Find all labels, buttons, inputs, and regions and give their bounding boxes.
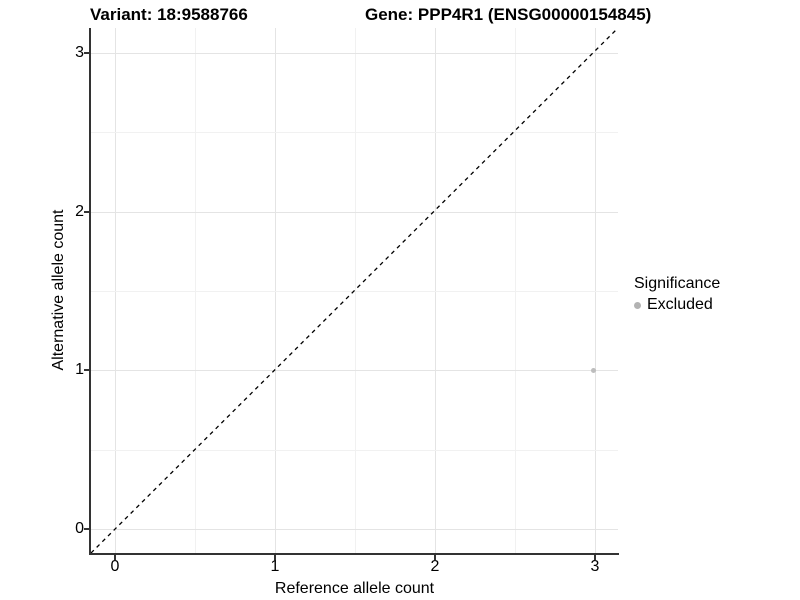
x-tick-label: 3 [590,558,600,575]
x-tick-label: 1 [270,558,280,575]
y-axis-title: Alternative allele count [50,209,67,371]
gridline-minor-horizontal [91,132,618,133]
plot-title-gene: Gene: PPP4R1 (ENSG00000154845) [365,5,652,24]
plot-title-variant: Variant: 18:9588766 [90,5,248,24]
gridline-major-vertical [595,28,596,553]
gridline-major-horizontal [91,529,618,530]
y-tick-mark [84,369,89,371]
gridline-major-horizontal [91,212,618,213]
x-tick-mark [274,555,276,560]
x-axis-line [89,553,619,555]
legend-entry-excluded: Excluded [634,296,720,314]
legend-point-icon [634,301,641,309]
y-tick-label: 0 [75,520,84,537]
x-tick-label: 2 [430,558,440,575]
gridline-major-vertical [435,28,436,553]
data-point-excluded [591,368,596,373]
x-tick-mark [114,555,116,560]
legend-entry-label: Excluded [647,296,713,313]
x-tick-label: 0 [110,558,120,575]
x-tick-mark [434,555,436,560]
gridline-major-horizontal [91,53,618,54]
y-axis-line [89,28,91,555]
legend-title: Significance [634,275,721,292]
plot-panel [91,28,618,553]
gridline-minor-horizontal [91,291,618,292]
y-tick-mark [84,528,89,530]
gridline-major-vertical [275,28,276,553]
legend: Significance Excluded [634,274,720,314]
identity-reference-line [91,28,618,553]
gridline-major-horizontal [91,370,618,371]
gridline-minor-vertical [515,28,516,553]
y-tick-label: 1 [75,361,84,378]
y-tick-mark [84,52,89,54]
gridline-minor-vertical [355,28,356,553]
gridline-major-vertical [115,28,116,553]
gridline-minor-horizontal [91,450,618,451]
y-tick-label: 2 [75,203,84,220]
y-tick-mark [84,211,89,213]
gridline-minor-vertical [195,28,196,553]
x-tick-mark [594,555,596,560]
y-tick-label: 3 [75,44,84,61]
x-axis-title: Reference allele count [274,580,435,597]
